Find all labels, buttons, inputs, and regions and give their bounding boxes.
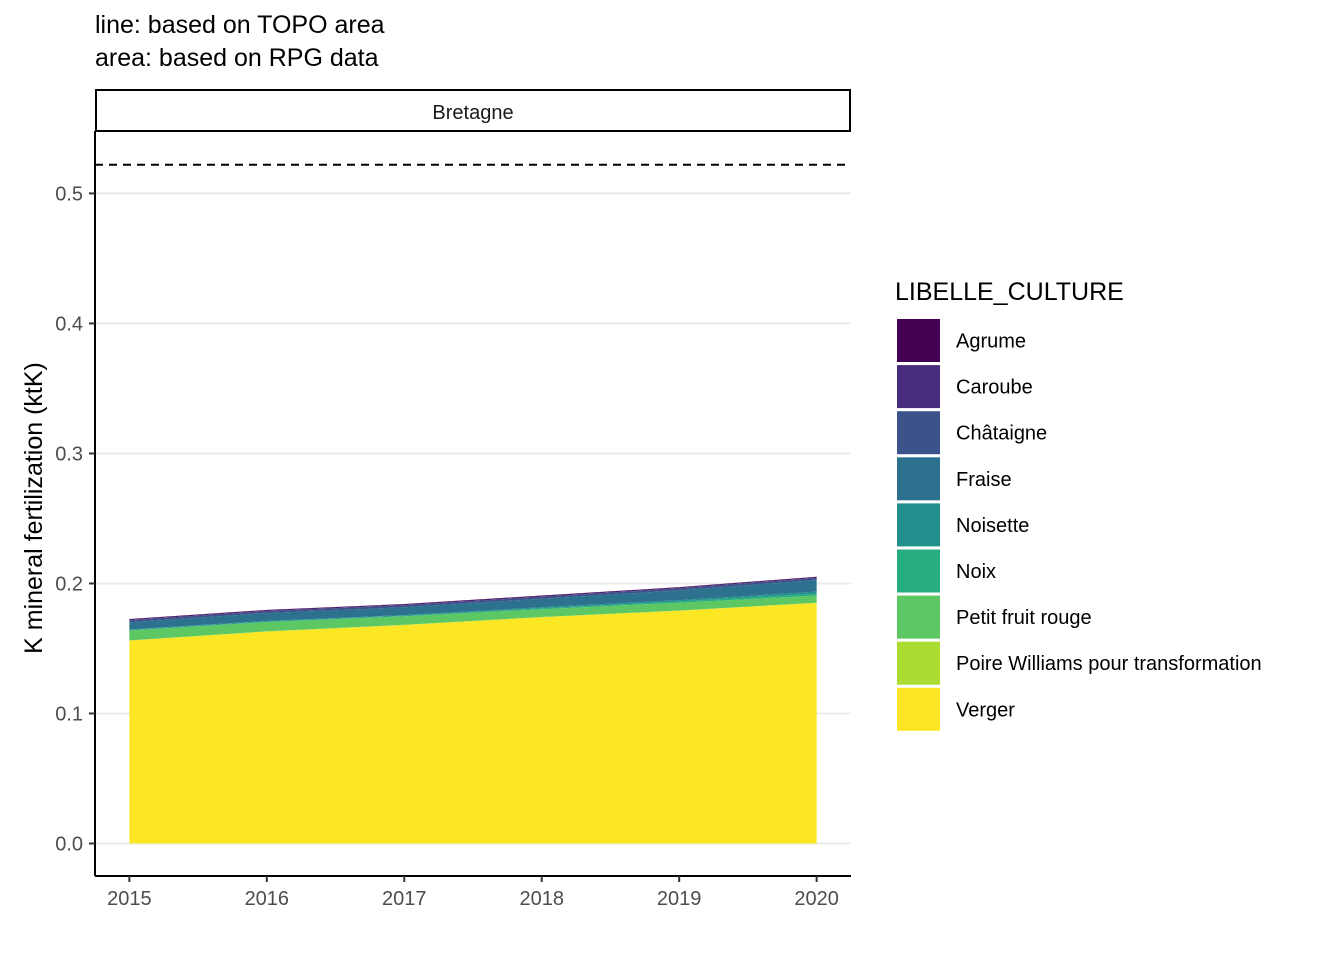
legend-swatch-chataigne	[897, 411, 940, 455]
legend-label-noix: Noix	[956, 561, 996, 583]
x-tick-label: 2017	[382, 888, 427, 910]
legend-swatch-caroube	[897, 365, 940, 409]
y-axis-title: K mineral fertilization (ktK)	[20, 362, 48, 654]
legend-swatch-petit-fruit-rouge	[897, 595, 940, 639]
legend-label-fraise: Fraise	[956, 469, 1012, 491]
legend-swatch-noisette	[897, 503, 940, 547]
legend-label-chataigne: Châtaigne	[956, 423, 1047, 445]
y-tick-label: 0.1	[55, 703, 83, 725]
area-caroube	[129, 577, 817, 621]
y-tick-label: 0.3	[55, 443, 83, 465]
legend-label-verger: Verger	[956, 699, 1015, 721]
legend-label-poire-williams-pour-transformation: Poire Williams pour transformation	[956, 653, 1262, 675]
x-tick-label: 2019	[657, 888, 702, 910]
y-tick-label: 0.4	[55, 313, 83, 335]
legend-swatch-poire-williams-pour-transformation	[897, 641, 940, 685]
area-petit-fruit-rouge	[129, 595, 817, 641]
stacked-areas	[129, 576, 817, 844]
y-tick-label: 0.2	[55, 573, 83, 595]
area-noix	[129, 593, 817, 631]
y-tick-label: 0.0	[55, 833, 83, 855]
legend-title: LIBELLE_CULTURE	[895, 278, 1124, 306]
legend-label-caroube: Caroube	[956, 377, 1033, 399]
legend-label-noisette: Noisette	[956, 515, 1029, 537]
x-tick-label: 2020	[794, 888, 839, 910]
legend: Agrume Caroube Châtaigne Fraise Noisette Noix…	[897, 319, 1262, 731]
legend-swatch-noix	[897, 549, 940, 593]
legend-swatch-fraise	[897, 457, 940, 501]
legend-label-agrume: Agrume	[956, 331, 1026, 353]
y-tick-label: 0.5	[55, 183, 83, 205]
area-verger	[129, 602, 817, 844]
chart-subtitle-line-1: line: based on TOPO area	[95, 11, 385, 39]
x-tick-label: 2016	[245, 888, 290, 910]
axes: 0.0 0.1 0.2 0.3 0.4 0.5 2015 2016 2017 2018 2019 20…	[55, 131, 851, 910]
x-tick-label: 2015	[107, 888, 152, 910]
legend-swatch-verger	[897, 687, 940, 731]
facet-label: Bretagne	[432, 102, 513, 124]
facet-strip	[95, 89, 851, 132]
area-agrume	[129, 576, 817, 620]
area-chataigne	[129, 578, 817, 623]
chart-subtitle-line-2: area: based on RPG data	[95, 44, 379, 72]
legend-swatch-agrume	[897, 319, 940, 362]
area-fraise	[129, 579, 817, 630]
x-tick-label: 2018	[519, 888, 564, 910]
area-poire-williams-pour-transformation	[129, 602, 817, 641]
legend-label-petit-fruit-rouge: Petit fruit rouge	[956, 607, 1092, 629]
